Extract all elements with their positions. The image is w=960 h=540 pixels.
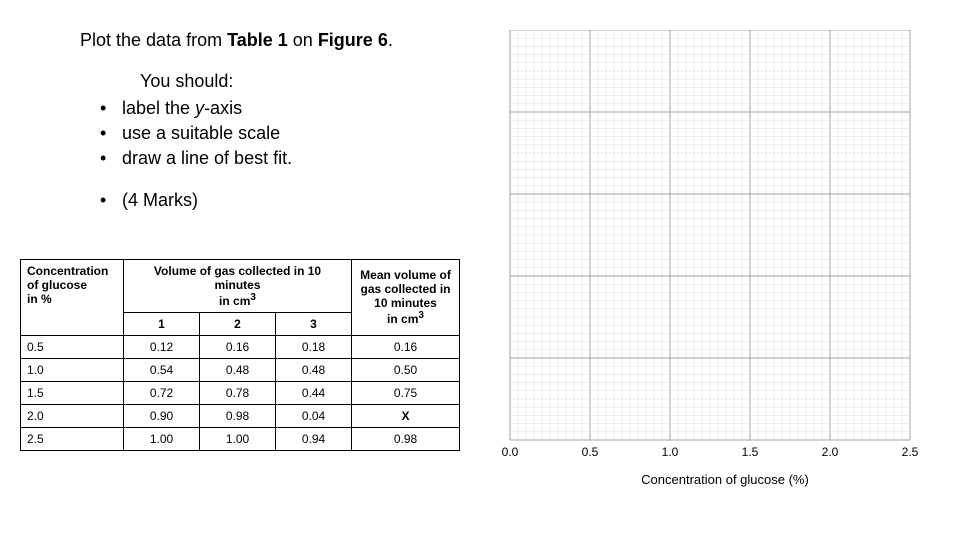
- instruction-suffix: .: [388, 30, 393, 50]
- table-row: 0.5 0.12 0.16 0.18 0.16: [21, 335, 460, 358]
- bullet-pre: label the: [122, 98, 195, 118]
- cell-v2: 0.16: [200, 335, 276, 358]
- cell-v3: 0.48: [276, 358, 352, 381]
- svg-text:0.5: 0.5: [582, 445, 599, 459]
- table-ref: Table 1: [227, 30, 288, 50]
- hdr-txt: of glucose: [27, 278, 87, 292]
- cell-conc: 0.5: [21, 335, 124, 358]
- bullet-post: -axis: [204, 98, 242, 118]
- cell-v1: 0.54: [124, 358, 200, 381]
- x-axis-label: Concentration of glucose (%): [510, 472, 940, 487]
- svg-text:2.5: 2.5: [902, 445, 919, 459]
- hdr-sup: 3: [250, 292, 256, 303]
- cell-v2: 0.78: [200, 381, 276, 404]
- instruction-mid: on: [288, 30, 318, 50]
- marks-bullet: (4 Marks): [100, 188, 460, 213]
- cell-v3: 0.94: [276, 427, 352, 450]
- cell-v2: 1.00: [200, 427, 276, 450]
- marks-list: (4 Marks): [100, 188, 460, 213]
- cell-v2: 0.48: [200, 358, 276, 381]
- hdr-sup: 3: [418, 310, 424, 321]
- data-table: Concentration of glucose in % Volume of …: [20, 259, 460, 451]
- cell-mean: 0.75: [352, 381, 460, 404]
- cell-v2: 0.98: [200, 404, 276, 427]
- page: Plot the data from Table 1 on Figure 6. …: [0, 0, 960, 540]
- col-header-concentration: Concentration of glucose in %: [21, 259, 124, 335]
- table-body: 0.5 0.12 0.16 0.18 0.16 1.0 0.54 0.48 0.…: [21, 335, 460, 450]
- subcol-1: 1: [124, 312, 200, 335]
- col-header-mean: Mean volume of gas collected in 10 minut…: [352, 259, 460, 335]
- cell-mean: 0.50: [352, 358, 460, 381]
- cell-conc: 1.5: [21, 381, 124, 404]
- table-row: 2.5 1.00 1.00 0.94 0.98: [21, 427, 460, 450]
- xtick-group: 0.0 0.5 1.0 1.5 2.0 2.5: [502, 445, 919, 459]
- hdr-txt: in cm: [387, 312, 418, 326]
- hdr-txt: in %: [27, 292, 52, 306]
- instruction: Plot the data from Table 1 on Figure 6.: [80, 30, 460, 51]
- hdr-txt: 10 minutes: [374, 296, 437, 310]
- cell-v1: 0.72: [124, 381, 200, 404]
- subcol-2: 2: [200, 312, 276, 335]
- cell-conc: 2.5: [21, 427, 124, 450]
- left-column: Plot the data from Table 1 on Figure 6. …: [20, 30, 460, 520]
- cell-v3: 0.04: [276, 404, 352, 427]
- cell-mean: 0.98: [352, 427, 460, 450]
- cell-mean: 0.16: [352, 335, 460, 358]
- you-should-label: You should:: [140, 71, 460, 92]
- bullet-item: draw a line of best fit.: [100, 146, 460, 171]
- svg-text:1.0: 1.0: [662, 445, 679, 459]
- cell-v1: 0.90: [124, 404, 200, 427]
- graph-paper: 0.0 0.5 1.0 1.5 2.0 2.5: [480, 30, 920, 470]
- hdr-txt: gas collected in: [360, 282, 450, 296]
- bullet-pre: draw a line of best fit.: [122, 148, 292, 168]
- table-row: 2.0 0.90 0.98 0.04 X: [21, 404, 460, 427]
- bullet-item: use a suitable scale: [100, 121, 460, 146]
- table-row: 1.0 0.54 0.48 0.48 0.50: [21, 358, 460, 381]
- cell-v1: 1.00: [124, 427, 200, 450]
- svg-text:2.0: 2.0: [822, 445, 839, 459]
- grid-group: [510, 30, 910, 440]
- figure-ref: Figure 6: [318, 30, 388, 50]
- bullet-item: label the y-axis: [100, 96, 460, 121]
- cell-conc: 2.0: [21, 404, 124, 427]
- bullet-list: label the y-axis use a suitable scale dr…: [100, 96, 460, 172]
- hdr-txt: in cm: [219, 294, 250, 308]
- graph-svg: 0.0 0.5 1.0 1.5 2.0 2.5: [480, 30, 920, 470]
- instruction-prefix: Plot the data from: [80, 30, 227, 50]
- cell-mean: X: [352, 404, 460, 427]
- right-column: 0.0 0.5 1.0 1.5 2.0 2.5 Concentration of gluc…: [480, 30, 940, 520]
- svg-text:0.0: 0.0: [502, 445, 519, 459]
- subcol-3: 3: [276, 312, 352, 335]
- bullet-ital: y: [195, 98, 204, 118]
- cell-v3: 0.44: [276, 381, 352, 404]
- hdr-txt: Volume of gas collected in 10 minutes: [154, 264, 321, 292]
- cell-v3: 0.18: [276, 335, 352, 358]
- col-header-volume: Volume of gas collected in 10 minutes in…: [124, 259, 352, 312]
- cell-v1: 0.12: [124, 335, 200, 358]
- svg-text:1.5: 1.5: [742, 445, 759, 459]
- hdr-txt: Mean volume of: [360, 268, 451, 282]
- table-row: 1.5 0.72 0.78 0.44 0.75: [21, 381, 460, 404]
- cell-conc: 1.0: [21, 358, 124, 381]
- hdr-txt: Concentration: [27, 264, 108, 278]
- bullet-pre: use a suitable scale: [122, 123, 280, 143]
